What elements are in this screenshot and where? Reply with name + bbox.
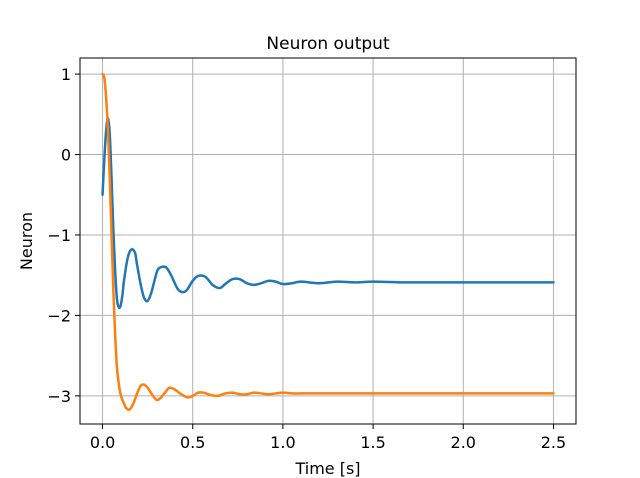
series-layer bbox=[101, 72, 555, 411]
y-tick-label: 1 bbox=[61, 65, 71, 84]
y-tick-label: −1 bbox=[47, 226, 71, 245]
series-line-2 bbox=[101, 72, 555, 411]
grid bbox=[80, 58, 576, 424]
series-line-1 bbox=[101, 117, 555, 310]
x-tick-label: 0.5 bbox=[180, 433, 205, 452]
y-tick-label: 0 bbox=[61, 146, 71, 165]
y-tick-label: −2 bbox=[47, 306, 71, 325]
x-tick-label: 2.0 bbox=[451, 433, 476, 452]
x-tick-label: 2.5 bbox=[541, 433, 566, 452]
chart-title: Neuron output bbox=[266, 34, 390, 54]
x-tick-label: 0.0 bbox=[90, 433, 115, 452]
plot-frame bbox=[79, 57, 577, 425]
x-axis-label: Time [s] bbox=[294, 459, 360, 478]
y-axis-label: Neuron bbox=[17, 212, 36, 270]
y-tick-label: −3 bbox=[47, 387, 71, 406]
x-tick-label: 1.0 bbox=[270, 433, 295, 452]
ticks: 0.0 0.5 1.0 1.5 2.0 2.5 1 0 −1 −2 −3 bbox=[47, 65, 566, 452]
x-tick-label: 1.5 bbox=[360, 433, 385, 452]
